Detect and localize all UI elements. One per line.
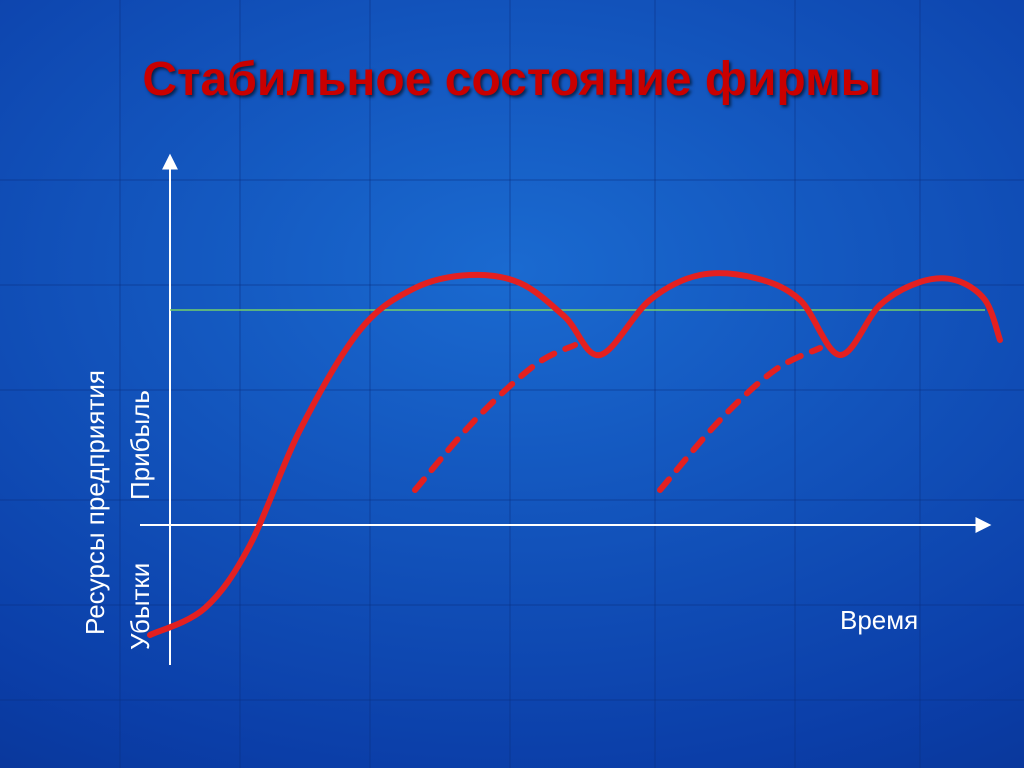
x-axis-label-time: Время bbox=[840, 605, 918, 636]
slide: Стабильное состояние фирмы Ресурсы предп… bbox=[0, 0, 1024, 768]
dashed-branch-2 bbox=[660, 348, 820, 490]
y-axis-label-loss: Убытки bbox=[125, 563, 156, 650]
dashed-branch-1 bbox=[415, 345, 575, 490]
y-axis-label-profit: Прибыль bbox=[125, 390, 156, 500]
main-curve bbox=[150, 273, 1000, 635]
chart bbox=[0, 0, 1024, 768]
y-axis-label-resources: Ресурсы предприятия bbox=[80, 370, 111, 635]
